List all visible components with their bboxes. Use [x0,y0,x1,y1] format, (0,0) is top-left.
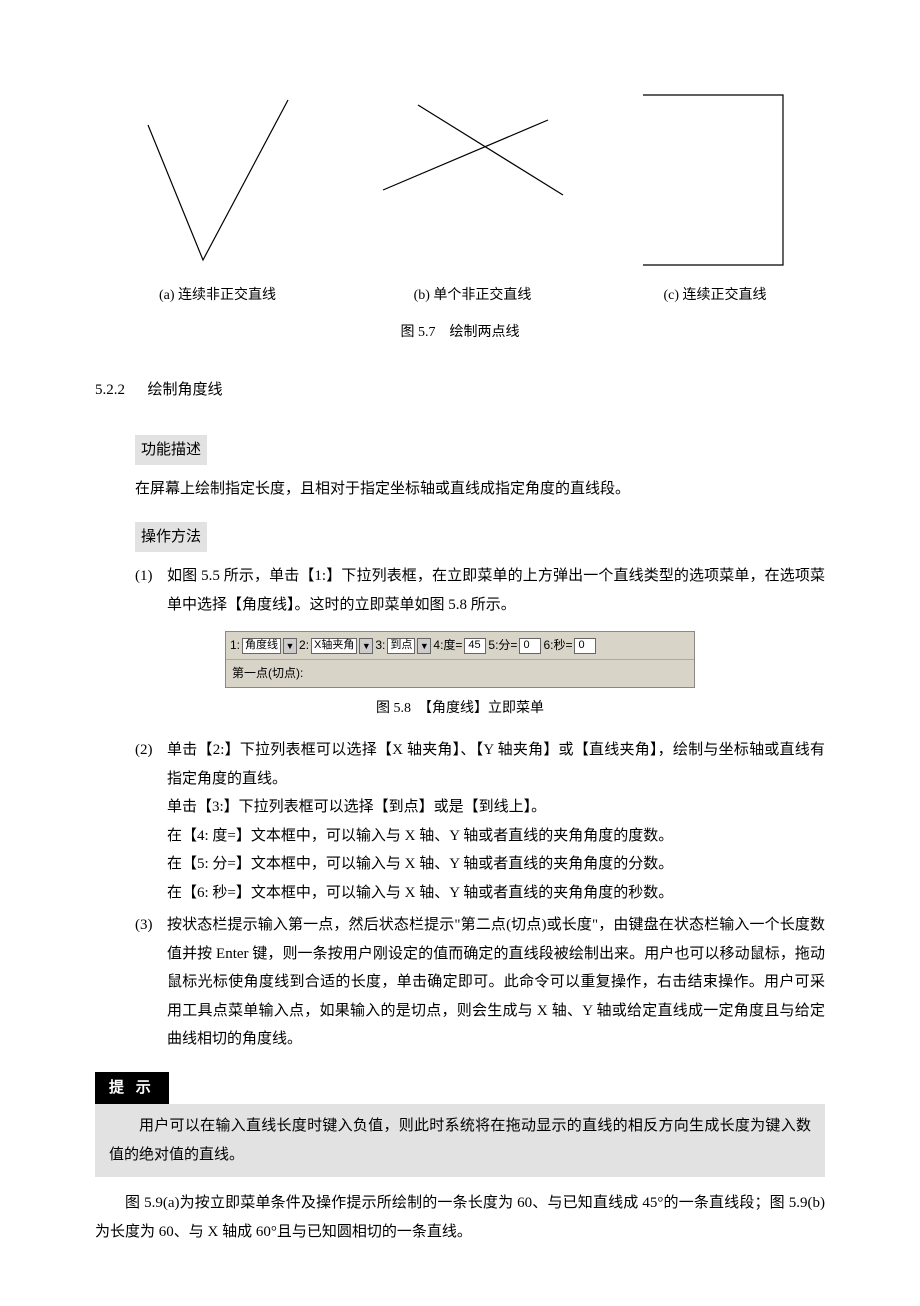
menu-input-sec[interactable]: 0 [574,638,596,654]
figure-c-label: (c) 连续正交直线 [633,283,798,310]
step-2: (2) 单击【2:】下拉列表框可以选择【X 轴夹角】、【Y 轴夹角】或【直线夹角… [135,736,825,907]
figure-b: (b) 单个非正交直线 [368,80,578,310]
menu-screenshot: 1: 角度线 ▼ 2: X轴夹角 ▼ 3: 到点 ▼ 4:度= 45 5:分= … [95,631,825,688]
figure-5-8-caption: 图 5.8 【角度线】立即菜单 [95,696,825,723]
chevron-down-icon[interactable]: ▼ [283,638,297,654]
chevron-down-icon[interactable]: ▼ [359,638,373,654]
figure-b-label: (b) 单个非正交直线 [368,283,578,310]
step-2-p2: 单击【3:】下拉列表框可以选择【到点】或是【到线上】。 [167,793,825,822]
figure-a: (a) 连续非正交直线 [123,80,313,310]
section-title: 绘制角度线 [148,382,223,398]
figure-row: (a) 连续非正交直线 (b) 单个非正交直线 (c) 连续正交直线 [95,80,825,310]
menu-input-deg[interactable]: 45 [464,638,486,654]
instant-menu: 1: 角度线 ▼ 2: X轴夹角 ▼ 3: 到点 ▼ 4:度= 45 5:分= … [225,631,695,688]
figure-5-7-caption: 图 5.7 绘制两点线 [95,320,825,347]
menu-label-6: 6:秒= [543,634,572,657]
final-paragraph: 图 5.9(a)为按立即菜单条件及操作提示所绘制的一条长度为 60、与已知直线成… [95,1189,825,1246]
step-1-text: 如图 5.5 所示，单击【1:】下拉列表框，在立即菜单的上方弹出一个直线类型的选… [167,562,825,619]
menu-label-3: 3: [375,634,385,657]
step-2-p1: 单击【2:】下拉列表框可以选择【X 轴夹角】、【Y 轴夹角】或【直线夹角】，绘制… [167,736,825,793]
subheading-function: 功能描述 [135,435,207,466]
menu-label-2: 2: [299,634,309,657]
chevron-down-icon[interactable]: ▼ [417,638,431,654]
menu-dd-3[interactable]: 到点 [387,638,415,654]
step-2-p5: 在【6: 秒=】文本框中，可以输入与 X 轴、Y 轴或者直线的夹角角度的秒数。 [167,879,825,908]
tip-box: 提 示 用户可以在输入直线长度时键入负值，则此时系统将在拖动显示的直线的相反方向… [95,1072,825,1178]
tip-header: 提 示 [95,1072,169,1105]
section-heading: 5.2.2 绘制角度线 [95,376,825,405]
tip-body: 用户可以在输入直线长度时键入负值，则此时系统将在拖动显示的直线的相反方向生成长度… [95,1104,825,1177]
figure-a-label: (a) 连续非正交直线 [123,283,313,310]
subheading-operation: 操作方法 [135,522,207,553]
step-3-text: 按状态栏提示输入第一点，然后状态栏提示"第二点(切点)或长度"，由键盘在状态栏输… [167,911,825,1054]
step-1: (1) 如图 5.5 所示，单击【1:】下拉列表框，在立即菜单的上方弹出一个直线… [135,562,825,619]
menu-label-4: 4:度= [433,634,462,657]
function-description: 在屏幕上绘制指定长度，且相对于指定坐标轴或直线成指定角度的直线段。 [135,475,825,504]
step-2-num: (2) [135,736,167,907]
section-number: 5.2.2 [95,382,125,398]
menu-dd-1[interactable]: 角度线 [242,638,281,654]
menu-prompt: 第一点(切点): [226,660,694,687]
step-3: (3) 按状态栏提示输入第一点，然后状态栏提示"第二点(切点)或长度"，由键盘在… [135,911,825,1054]
figure-b-svg [368,80,578,275]
figure-a-svg [123,80,313,275]
menu-label-5: 5:分= [488,634,517,657]
step-2-p4: 在【5: 分=】文本框中，可以输入与 X 轴、Y 轴或者直线的夹角角度的分数。 [167,850,825,879]
menu-row1: 1: 角度线 ▼ 2: X轴夹角 ▼ 3: 到点 ▼ 4:度= 45 5:分= … [226,632,694,660]
step-3-num: (3) [135,911,167,1054]
step-1-num: (1) [135,562,167,619]
figure-c-svg [633,80,798,275]
menu-input-min[interactable]: 0 [519,638,541,654]
menu-dd-2[interactable]: X轴夹角 [311,638,357,654]
step-2-p3: 在【4: 度=】文本框中，可以输入与 X 轴、Y 轴或者直线的夹角角度的度数。 [167,822,825,851]
menu-label-1: 1: [230,634,240,657]
figure-c: (c) 连续正交直线 [633,80,798,310]
